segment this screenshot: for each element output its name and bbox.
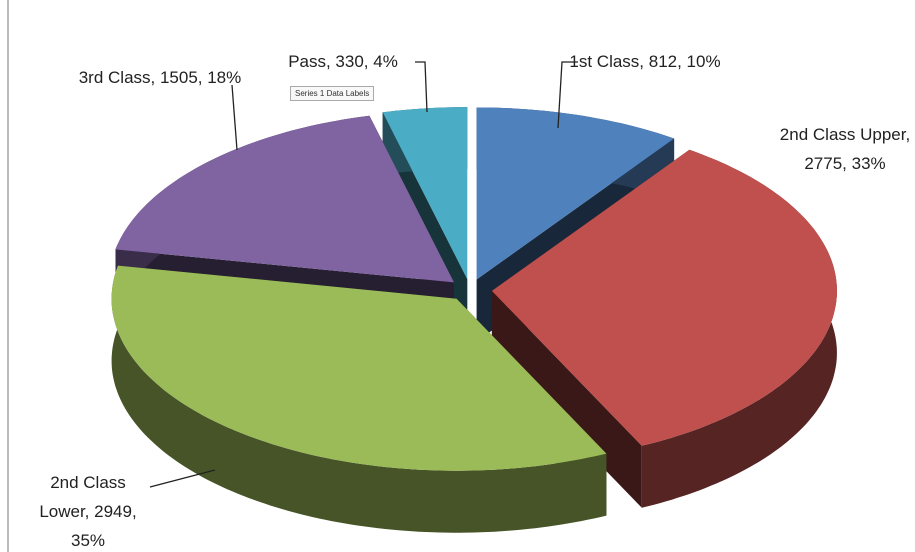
- slice: [115, 115, 454, 283]
- slice: [382, 107, 468, 280]
- leader-line: [415, 61, 428, 113]
- leader-line: [557, 61, 578, 129]
- slice-side: [111, 265, 607, 533]
- data-label: 2nd Class Lower, 2949, 35%: [39, 473, 137, 550]
- data-label: 1st Class, 812, 10%: [569, 52, 721, 71]
- data-label: 3rd Class, 1505, 18%: [78, 68, 242, 87]
- slice: [476, 107, 675, 280]
- slice: [491, 149, 837, 446]
- data-label: Pass, 330, 4%: [288, 52, 398, 71]
- leader-line: [149, 469, 216, 488]
- slice: [111, 265, 607, 471]
- data-label: 2nd Class Upper, 2775, 33%: [779, 125, 911, 173]
- tooltip: Series 1 Data Labels: [290, 86, 375, 101]
- leader-line: [231, 84, 238, 151]
